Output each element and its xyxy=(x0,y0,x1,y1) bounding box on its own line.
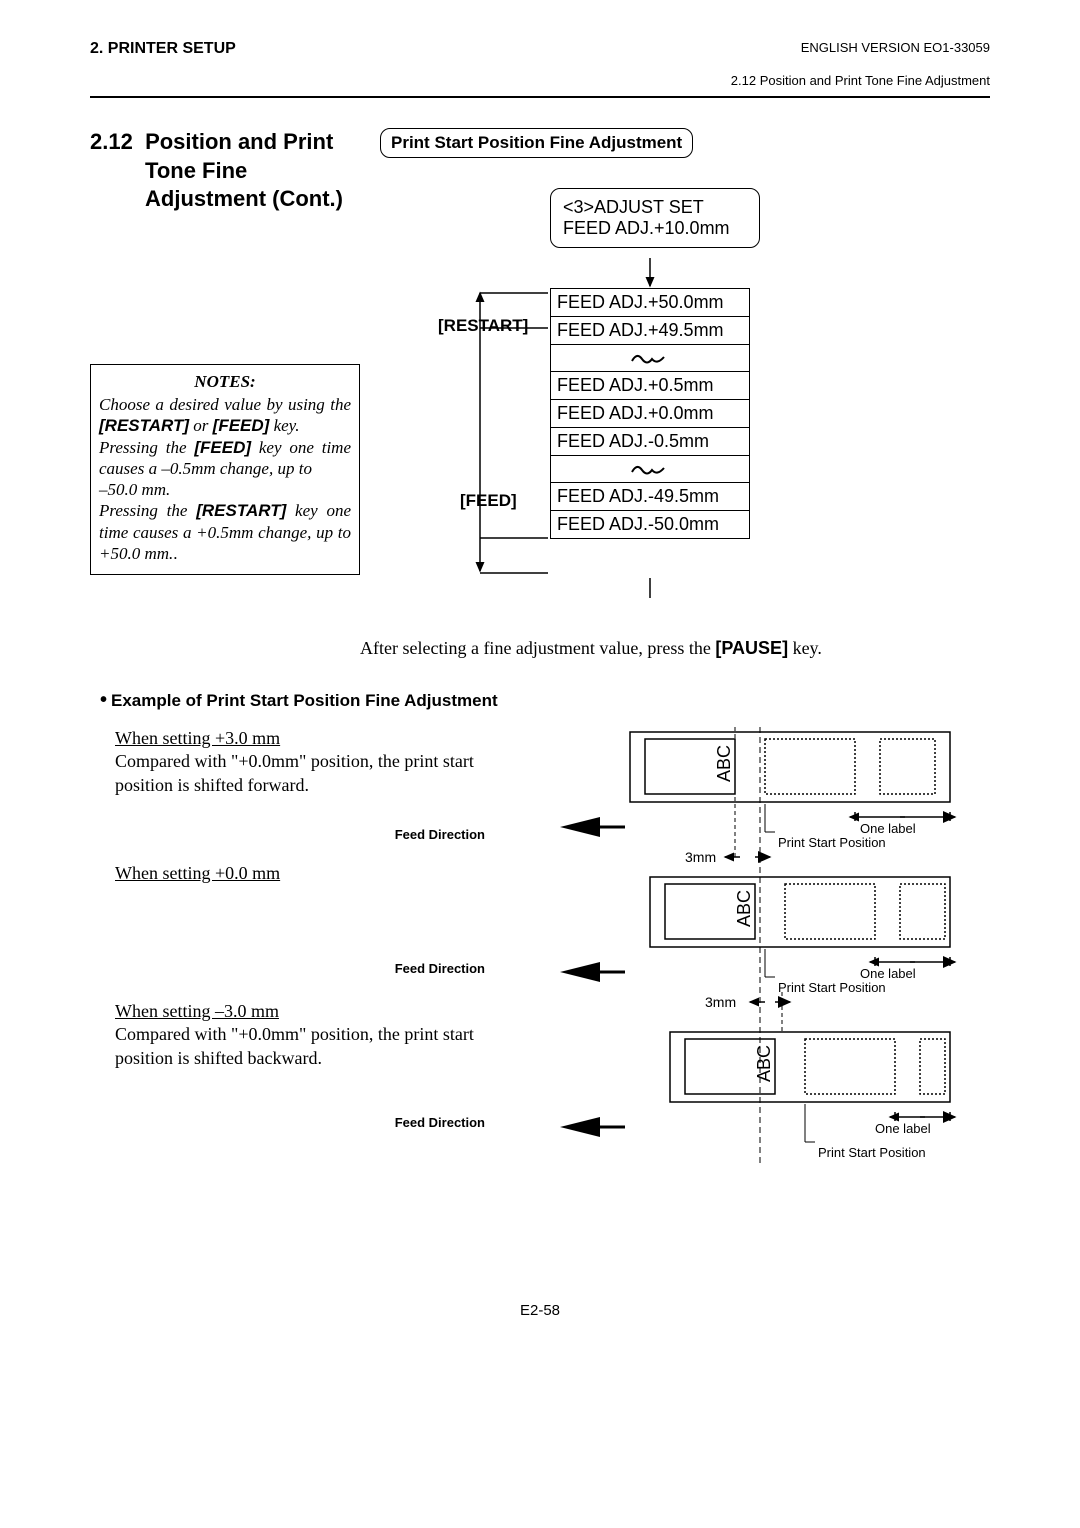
notes-key-restart2: [RESTART] xyxy=(196,501,286,520)
list-item: FEED ADJ.-0.5mm xyxy=(551,428,749,456)
notes-key-feed: [FEED] xyxy=(213,416,270,435)
example-2-graphic: ABC One label Print Start Position 3mm xyxy=(560,877,955,1032)
notes-key-feed2: [FEED] xyxy=(194,438,251,457)
adjustment-list: FEED ADJ.+50.0mm FEED ADJ.+49.5mm FEED A… xyxy=(550,288,750,539)
example-heading-text: Example of Print Start Position Fine Adj… xyxy=(111,691,498,710)
header-left: 2. PRINTER SETUP xyxy=(90,40,236,88)
main-area: 2.12 Position and Print Tone Fine Adjust… xyxy=(90,128,990,638)
svg-text:Print Start Position: Print Start Position xyxy=(778,835,886,850)
svg-text:ABC: ABC xyxy=(714,745,734,782)
feed-direction-2: Feed Direction xyxy=(115,961,485,978)
header-rule xyxy=(90,96,990,98)
notes-key-restart: [RESTART] xyxy=(99,416,189,435)
list-item: FEED ADJ.+50.0mm xyxy=(551,289,749,317)
svg-text:3mm: 3mm xyxy=(705,994,736,1010)
list-ellipsis xyxy=(551,345,749,372)
header-version: ENGLISH VERSION EO1-33059 xyxy=(731,40,990,55)
svg-text:3mm: 3mm xyxy=(685,849,716,865)
list-item: FEED ADJ.+0.5mm xyxy=(551,372,749,400)
svg-text:Print Start Position: Print Start Position xyxy=(818,1145,926,1160)
example-1-graphic: ABC One label Print Start Position xyxy=(560,727,955,865)
notes-text-1b: key. xyxy=(269,416,299,435)
after-suffix: key. xyxy=(788,638,822,658)
section-title-l1: Position and Print xyxy=(145,129,333,154)
left-column: 2.12 Position and Print Tone Fine Adjust… xyxy=(90,128,360,575)
restart-key-label: [RESTART] xyxy=(438,316,528,336)
display-box: <3>ADJUST SET FEED ADJ.+10.0mm xyxy=(550,188,760,248)
svg-text:ABC: ABC xyxy=(754,1045,774,1082)
feed-key-label: [FEED] xyxy=(460,491,517,511)
flow-diagram: <3>ADJUST SET FEED ADJ.+10.0mm xyxy=(380,188,990,638)
section-heading: 2.12 Position and Print Tone Fine Adjust… xyxy=(90,128,360,214)
right-column: Print Start Position Fine Adjustment <3>… xyxy=(380,128,990,638)
example-3-desc: Compared with "+0.0mm" position, the pri… xyxy=(115,1023,490,1070)
example-1-title: When setting +3.0 mm xyxy=(115,727,490,750)
svg-text:One label: One label xyxy=(860,966,916,981)
section-title-l3: Adjustment (Cont.) xyxy=(145,186,343,211)
display-line2: FEED ADJ.+10.0mm xyxy=(563,218,747,239)
list-ellipsis xyxy=(551,456,749,483)
example-3-graphic: ABC One label Print Start Position xyxy=(560,1032,955,1160)
example-2-title: When setting +0.0 mm xyxy=(115,862,490,885)
examples-svg-col: ABC One label Print Start Position xyxy=(550,727,990,1192)
notes-text-1: Choose a desired value by using the xyxy=(99,395,351,414)
section-title-l2: Tone Fine xyxy=(145,158,247,183)
example-1-desc: Compared with "+0.0mm" position, the pri… xyxy=(115,750,490,797)
example-3: When setting –3.0 mm Compared with "+0.0… xyxy=(90,1000,490,1145)
sub-heading-box: Print Start Position Fine Adjustment xyxy=(380,128,693,158)
example-1: When setting +3.0 mm Compared with "+0.0… xyxy=(90,727,490,862)
svg-text:ABC: ABC xyxy=(734,890,754,927)
list-item: FEED ADJ.+0.0mm xyxy=(551,400,749,428)
examples-text-col: When setting +3.0 mm Compared with "+0.0… xyxy=(90,727,550,1192)
notes-text-2a: Pressing the xyxy=(99,438,194,457)
svg-text:Print Start Position: Print Start Position xyxy=(778,980,886,995)
list-item: FEED ADJ.-50.0mm xyxy=(551,511,749,538)
examples-area: When setting +3.0 mm Compared with "+0.0… xyxy=(90,727,990,1192)
notes-text-2c: –50.0 mm. xyxy=(99,480,170,499)
page-number: E2-58 xyxy=(90,1302,990,1319)
notes-or: or xyxy=(189,416,213,435)
notes-title: NOTES: xyxy=(99,371,351,392)
list-item: FEED ADJ.-49.5mm xyxy=(551,483,749,511)
svg-text:One label: One label xyxy=(860,821,916,836)
feed-direction-1: Feed Direction xyxy=(115,827,485,844)
page-header: 2. PRINTER SETUP ENGLISH VERSION EO1-330… xyxy=(90,40,990,88)
header-right: ENGLISH VERSION EO1-33059 2.12 Position … xyxy=(731,40,990,88)
svg-text:One label: One label xyxy=(875,1121,931,1136)
example-2: When setting +0.0 mm Feed Direction xyxy=(90,862,490,1000)
list-item: FEED ADJ.+49.5mm xyxy=(551,317,749,345)
display-line1: <3>ADJUST SET xyxy=(563,197,747,218)
section-number: 2.12 xyxy=(90,128,133,157)
notes-box: NOTES: Choose a desired value by using t… xyxy=(90,364,360,575)
header-subsection: 2.12 Position and Print Tone Fine Adjust… xyxy=(731,73,990,88)
examples-diagram: ABC One label Print Start Position xyxy=(550,727,990,1187)
example-heading: •Example of Print Start Position Fine Ad… xyxy=(100,689,990,712)
example-3-title: When setting –3.0 mm xyxy=(115,1000,490,1023)
feed-direction-3: Feed Direction xyxy=(115,1115,485,1132)
notes-text-3a: Pressing the xyxy=(99,501,196,520)
